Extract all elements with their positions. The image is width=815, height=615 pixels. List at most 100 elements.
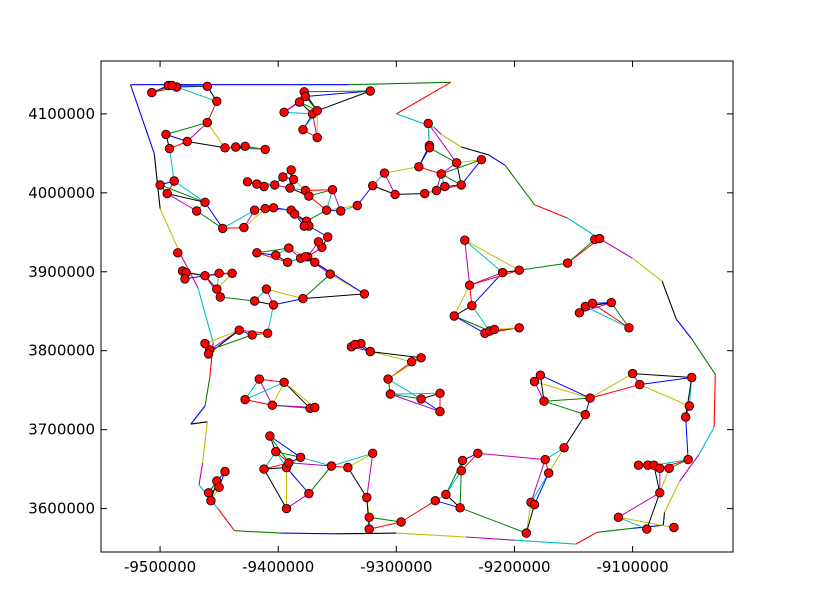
data-point (416, 394, 426, 404)
boundary-edge (461, 146, 489, 156)
network-edge (166, 193, 197, 212)
boundary-edge (334, 532, 397, 535)
network-edge (464, 240, 471, 286)
data-point (424, 143, 435, 153)
data-point (260, 144, 270, 155)
network-edge (563, 414, 586, 449)
data-point (279, 107, 289, 118)
network-edge (331, 452, 373, 467)
network-edge (347, 467, 368, 498)
network-edge (534, 472, 550, 505)
network-edge (273, 298, 304, 306)
data-point (281, 503, 292, 514)
network-edge (543, 397, 591, 402)
data-point (364, 512, 374, 523)
data-point (284, 243, 294, 253)
network-edge (454, 315, 490, 332)
data-point (247, 330, 257, 340)
y-tick-label: 3800000 (28, 342, 95, 360)
data-point (352, 200, 363, 211)
data-point (200, 197, 210, 208)
data-point (441, 489, 451, 500)
data-point (240, 394, 250, 405)
network-edge (206, 122, 226, 149)
network-edge (592, 302, 630, 329)
data-point (212, 284, 222, 294)
data-point (497, 267, 508, 278)
network-edge (302, 273, 331, 299)
data-point (265, 431, 275, 441)
data-point (681, 412, 691, 422)
data-point (167, 80, 177, 91)
boundary-edge (465, 536, 515, 541)
data-point (544, 468, 554, 478)
data-point (298, 293, 308, 304)
data-point (613, 512, 624, 523)
boundary-edge (153, 153, 161, 209)
data-point (200, 271, 210, 281)
data-point (440, 181, 450, 192)
data-point (473, 448, 483, 459)
data-point (285, 183, 295, 193)
data-point (633, 460, 644, 470)
data-point (414, 162, 424, 172)
network-edge (288, 462, 332, 467)
network-edge (530, 459, 546, 503)
data-point (203, 349, 214, 359)
data-point (514, 265, 524, 275)
data-point (300, 252, 311, 262)
data-point (457, 455, 468, 466)
network-edge (173, 180, 206, 203)
data-point (416, 353, 426, 363)
network-edge (167, 193, 206, 203)
network-edge (471, 272, 503, 307)
network-edge (169, 148, 175, 182)
data-point (539, 396, 549, 406)
network-edge (159, 184, 206, 203)
data-point (359, 289, 370, 299)
boundary-edge (691, 338, 716, 375)
data-point (368, 448, 378, 459)
network-edge (530, 472, 550, 503)
data-point (368, 180, 378, 191)
network-edge (685, 416, 689, 460)
network-edge (548, 447, 565, 474)
boundary-edge (514, 539, 576, 545)
data-point (304, 191, 314, 201)
data-point (327, 184, 338, 195)
data-point (559, 443, 569, 453)
data-point (313, 237, 324, 247)
data-point (254, 374, 264, 384)
data-point (214, 268, 224, 279)
x-axis: -9500000 -9400000 -9300000 -9200000 -9100000 (124, 61, 669, 576)
network-edge (165, 122, 208, 135)
data-point (288, 174, 299, 185)
network-edge (610, 302, 630, 329)
network-edge (204, 329, 240, 345)
network-edge (632, 373, 692, 378)
data-point (627, 368, 638, 379)
network-edge (284, 111, 313, 115)
data-point (635, 379, 645, 390)
data-point (217, 223, 228, 234)
data-point (326, 461, 337, 471)
boundary-edge (713, 374, 716, 428)
network-edge (534, 381, 591, 399)
network-edge (196, 210, 223, 229)
boundary-edge (433, 126, 442, 135)
data-point (585, 393, 595, 403)
network-edge (267, 304, 274, 334)
network-edge (222, 209, 255, 229)
data-point (540, 454, 550, 465)
network-edge (471, 305, 491, 332)
network-edge (305, 90, 371, 97)
y-tick-label: 3600000 (28, 500, 95, 518)
data-point (514, 323, 524, 333)
boundary-edge (234, 530, 281, 534)
data-point (451, 158, 462, 168)
network-edge (469, 269, 520, 286)
data-point (284, 458, 294, 468)
network-edge (302, 293, 365, 300)
network-edge (390, 393, 441, 412)
data-point (203, 488, 214, 498)
